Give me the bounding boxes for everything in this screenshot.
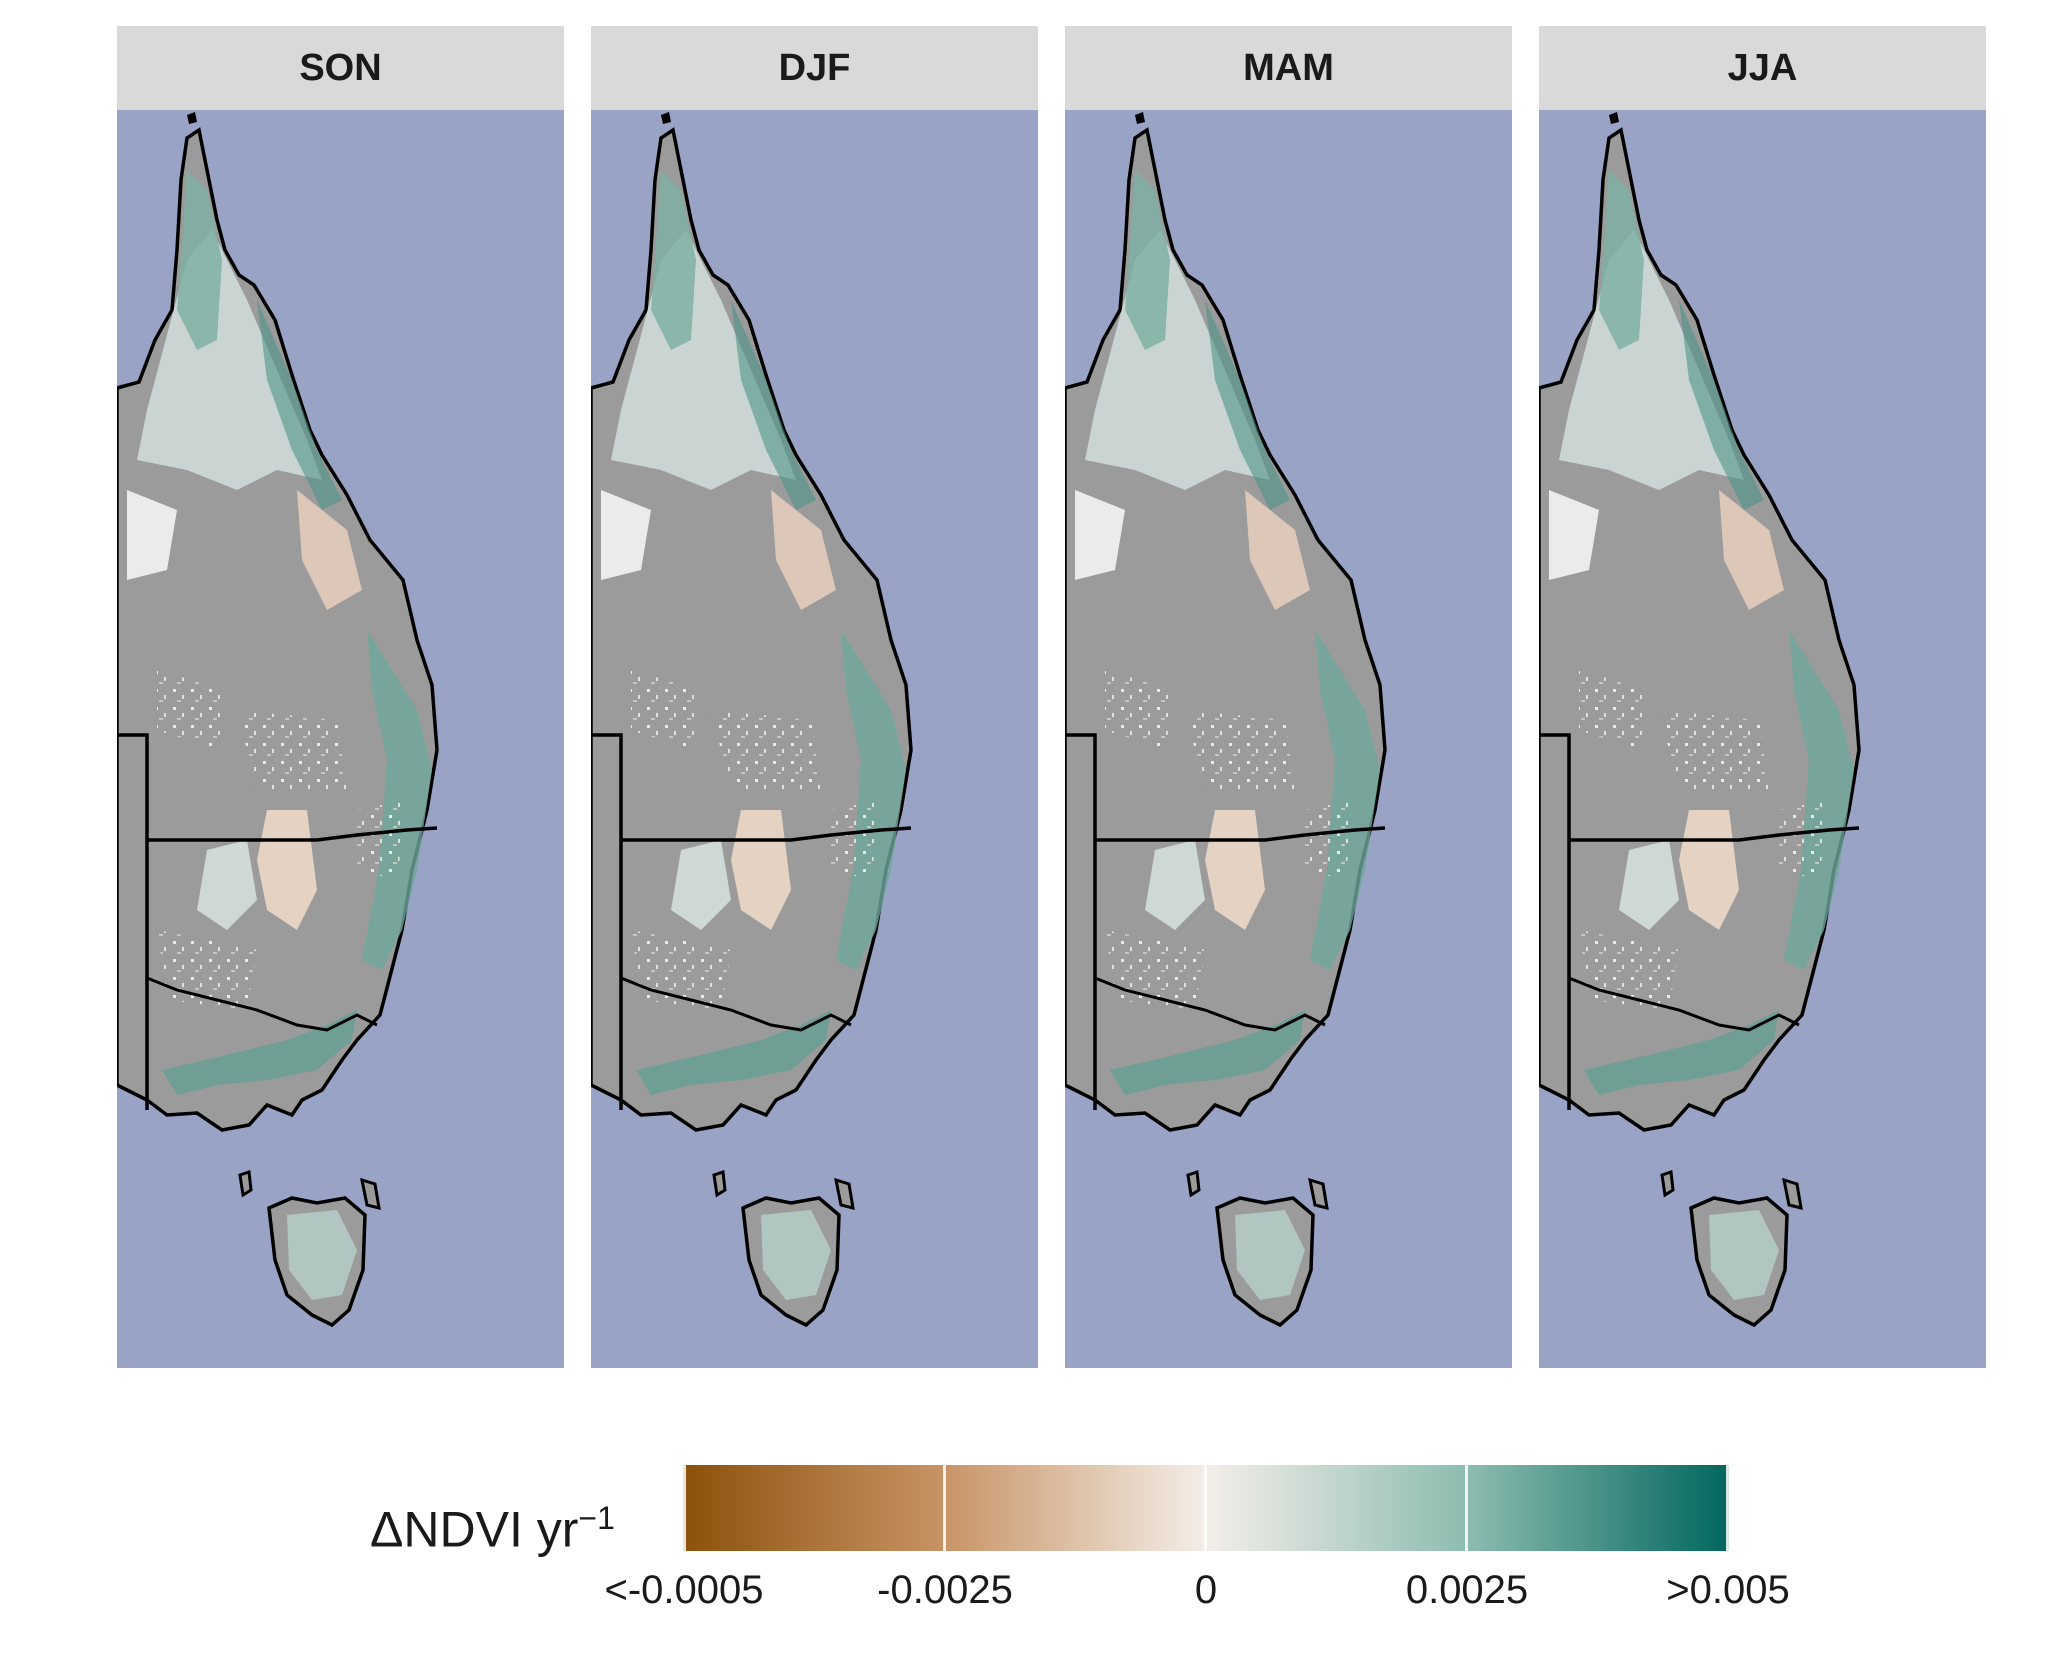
facet-panel-djf: DJF [591,26,1038,1368]
map-jja [1539,110,1986,1368]
colorbar-tick-label: 0.0025 [1405,1568,1529,1612]
facet-strip-label: DJF [591,26,1038,110]
colorbar-tick-label: <-0.0005 [604,1568,764,1612]
map-son [117,110,564,1368]
map-mam [1065,110,1512,1368]
facet-strip-label: SON [117,26,564,110]
colorbar [683,1465,1729,1551]
colorbar-tick-label: -0.0025 [877,1568,1013,1612]
colorbar-tick [1465,1465,1468,1551]
map-djf [591,110,1038,1368]
legend-title-sup: −1 [578,1500,615,1536]
facet-strip-label: JJA [1539,26,1986,110]
colorbar-tick [943,1465,946,1551]
legend-title-main: ΔNDVI yr [370,1501,579,1558]
colorbar-tick [1726,1465,1729,1551]
colorbar-tick-label: >0.005 [1666,1568,1790,1612]
colorbar-tick [683,1465,686,1551]
colorbar-tick-label: 0 [1194,1568,1218,1612]
facet-panel-son: SON [117,26,564,1368]
facet-strip-label: MAM [1065,26,1512,110]
facet-panel-mam: MAM [1065,26,1512,1368]
facet-panel-jja: JJA [1539,26,1986,1368]
colorbar-tick [1204,1465,1207,1551]
legend-title: ΔNDVI yr−1 [370,1500,615,1559]
